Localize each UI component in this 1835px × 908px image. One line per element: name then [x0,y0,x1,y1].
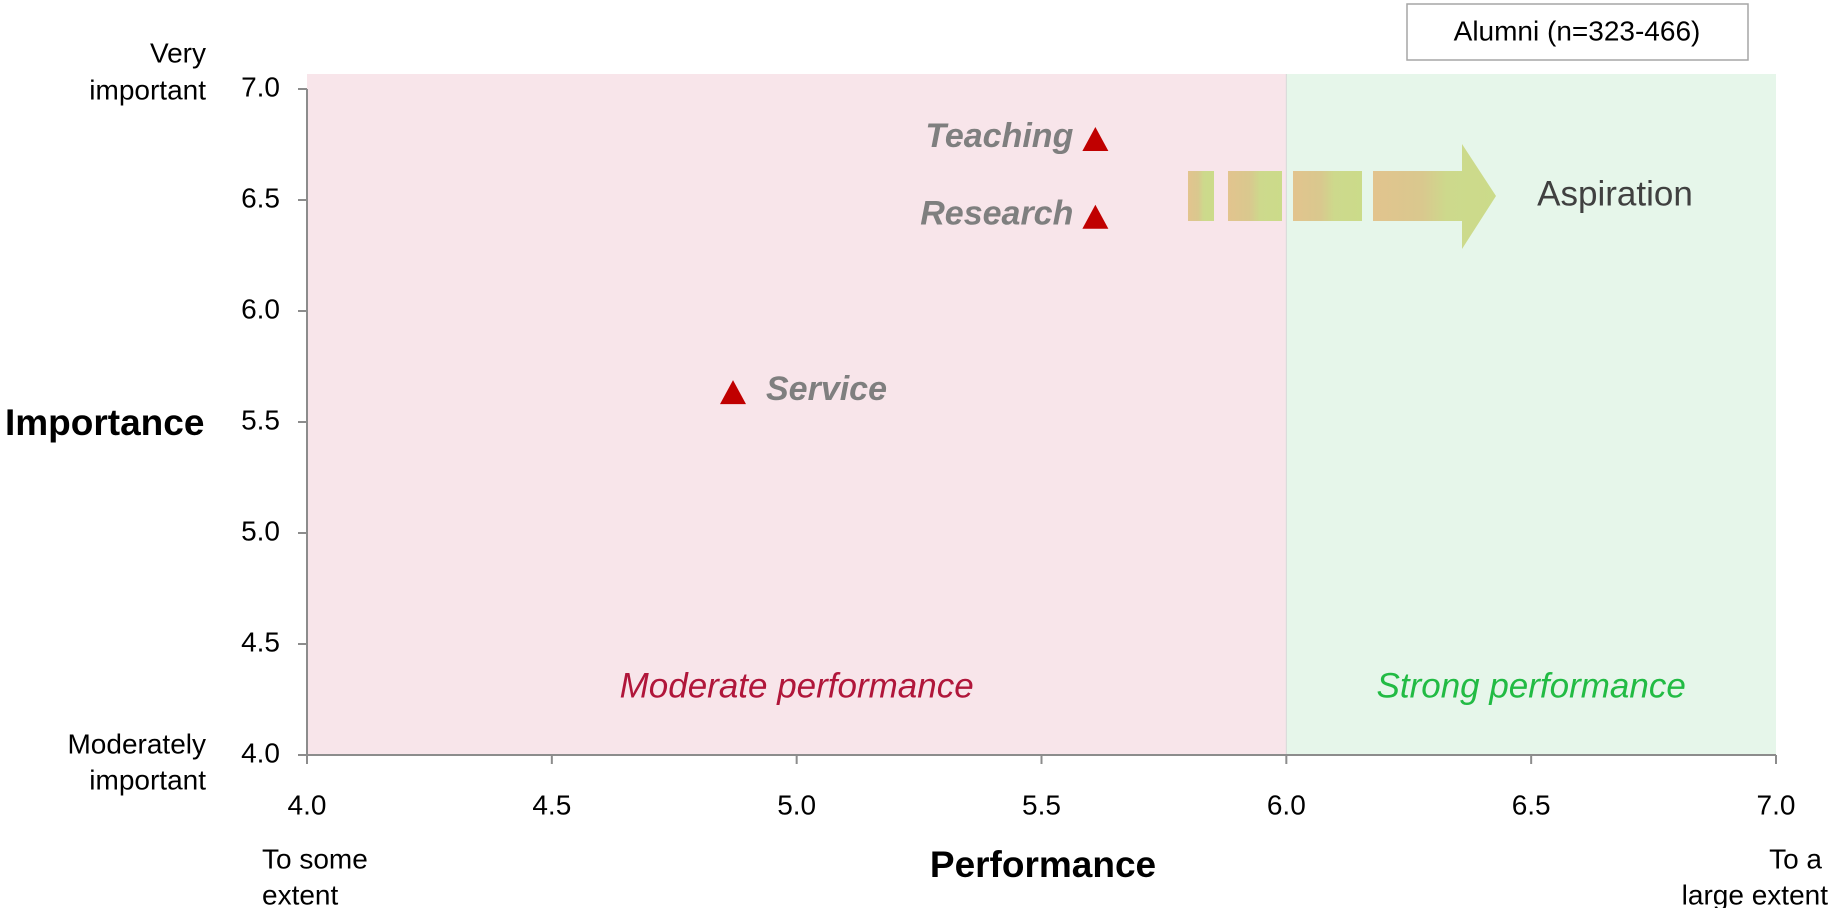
x-tick-label: 4.5 [532,789,571,820]
point-label: Service [766,370,887,408]
point-marker [720,380,747,405]
y-tick-label: 6.5 [241,182,280,213]
x-low-label: extent [262,879,338,908]
region [307,74,1287,755]
x-tick-label: 5.5 [1022,789,1061,820]
x-tick-label: 6.5 [1512,789,1551,820]
annotation: Aspiration [1537,174,1693,213]
x-high-label: large extent [1682,879,1829,908]
y-axis-title: Importance [5,402,204,443]
point-label: Research [920,195,1073,233]
y-low-label: Moderately [67,728,206,759]
y-low-label: important [89,764,206,795]
y-tick-label: 6.0 [241,293,280,324]
arrow-segment [1293,171,1362,221]
region-label: Moderate performance [620,666,974,705]
arrow-segment [1228,171,1282,221]
y-tick-label: 4.0 [241,737,280,768]
y-tick-label: 5.5 [241,404,280,435]
x-axis-title: Performance [930,844,1156,885]
y-high-label: important [89,74,206,105]
y-tick-label: 5.0 [241,515,280,546]
arrow-head [1373,144,1496,249]
arrow-segment [1188,171,1214,221]
point-marker [1082,127,1109,152]
y-tick-label: 4.5 [241,626,280,657]
region [1286,74,1776,755]
region-label: Strong performance [1377,666,1686,705]
x-tick-label: 7.0 [1757,789,1796,820]
y-high-label: Very [150,37,206,68]
x-tick-label: 6.0 [1267,789,1306,820]
x-tick-label: 5.0 [777,789,816,820]
x-tick-label: 4.0 [288,789,327,820]
aspiration-arrow [1188,144,1496,249]
x-low-label: To some [262,843,368,874]
y-tick-label: 7.0 [241,71,280,102]
point-label: Teaching [925,117,1073,155]
legend-text: Alumni (n=323-466) [1454,15,1701,46]
x-high-label: To a [1769,843,1822,874]
point-marker [1082,204,1109,229]
legend-box [1406,3,1749,61]
